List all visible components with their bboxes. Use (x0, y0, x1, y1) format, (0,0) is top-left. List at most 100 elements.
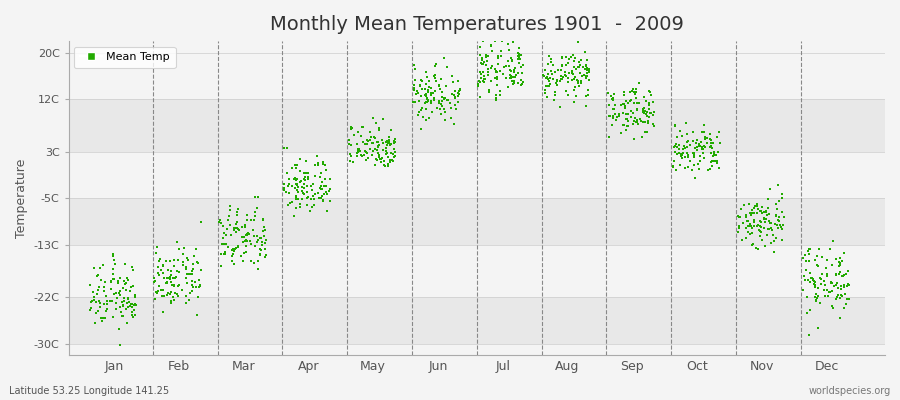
Point (114, 298, 129, 305)
Point (380, 142, 394, 148)
Point (504, 54, 518, 61)
Point (769, 212, 783, 219)
Point (367, 134, 382, 141)
Point (482, 87, 496, 94)
Point (98, 315, 112, 321)
Point (630, 100, 644, 107)
Point (744, 225, 759, 232)
Point (89, 309, 104, 316)
Point (191, 260, 205, 267)
Point (617, 92, 632, 98)
Point (105, 314, 120, 320)
Point (159, 280, 174, 286)
Point (581, 92, 596, 98)
Point (435, 98, 449, 104)
Point (420, 96, 435, 102)
Point (688, 175, 703, 181)
Point (688, 145, 702, 151)
Point (93, 265, 107, 272)
Point (386, 151, 400, 157)
Point (605, 122, 619, 128)
Point (229, 225, 243, 231)
Point (484, 42, 499, 49)
Point (214, 219, 229, 226)
Point (194, 267, 209, 274)
Point (112, 342, 127, 349)
Point (516, 62, 530, 68)
Point (231, 243, 246, 249)
Point (639, 111, 653, 117)
Point (439, 64, 454, 70)
Point (349, 141, 364, 148)
Point (512, 51, 526, 57)
Point (688, 140, 703, 146)
Point (749, 244, 763, 251)
Point (240, 230, 255, 236)
Point (116, 284, 130, 291)
Point (320, 208, 334, 214)
Point (472, 52, 487, 58)
Point (447, 120, 462, 127)
Point (503, 73, 517, 79)
Point (117, 278, 131, 284)
Point (111, 294, 125, 301)
Point (709, 152, 724, 158)
Point (418, 117, 433, 124)
Point (775, 194, 789, 201)
Point (743, 221, 758, 227)
Point (356, 138, 370, 145)
Point (567, 63, 581, 70)
Point (544, 67, 559, 74)
Point (222, 203, 237, 209)
Point (824, 302, 839, 309)
Point (100, 301, 114, 308)
Point (764, 220, 778, 226)
Point (750, 222, 764, 229)
Point (166, 283, 181, 289)
Point (546, 97, 561, 103)
Point (551, 67, 565, 73)
Point (565, 70, 580, 76)
Point (601, 102, 616, 108)
Point (297, 185, 311, 191)
Point (307, 202, 321, 208)
Point (706, 150, 721, 156)
Point (315, 186, 329, 192)
Point (689, 144, 704, 150)
Point (697, 143, 711, 150)
Point (832, 269, 847, 276)
Point (671, 146, 686, 152)
Point (293, 179, 308, 185)
Point (164, 299, 178, 306)
Point (222, 221, 237, 228)
Point (244, 258, 258, 264)
Point (224, 232, 238, 238)
Point (808, 298, 823, 304)
Point (567, 58, 581, 64)
Point (179, 300, 194, 306)
Point (670, 143, 684, 150)
Point (410, 112, 425, 118)
Point (674, 152, 688, 158)
Point (624, 107, 638, 114)
Point (806, 276, 820, 282)
Point (832, 255, 847, 261)
Point (831, 292, 845, 298)
Point (838, 291, 852, 297)
Point (294, 188, 309, 194)
Point (375, 140, 390, 146)
Point (152, 283, 166, 289)
Point (828, 271, 842, 278)
Point (421, 78, 436, 84)
Point (755, 210, 770, 216)
Point (350, 149, 365, 155)
Point (125, 300, 140, 307)
Point (578, 49, 592, 56)
Point (240, 211, 255, 218)
Point (608, 102, 622, 108)
Point (480, 58, 494, 65)
Point (484, 43, 499, 50)
Point (418, 86, 433, 92)
Point (507, 80, 521, 86)
Point (371, 143, 385, 149)
